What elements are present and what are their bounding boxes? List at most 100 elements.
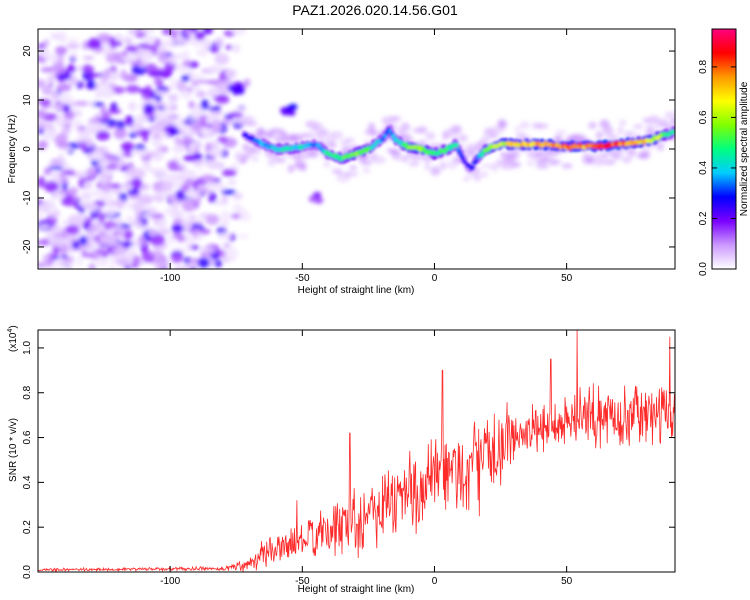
noise-blob [176,80,187,92]
noise-blob [86,101,96,107]
noise-blob [137,43,151,49]
noise-blob [181,50,190,60]
noise-blob [206,79,220,85]
noise-blob [68,38,79,44]
noise-blob [38,79,46,89]
noise-blob [202,38,212,51]
noise-blob [223,243,230,248]
noise-blob [38,209,44,218]
haze-blob [289,133,304,143]
noise-blob [150,122,165,133]
noise-blob [154,90,168,96]
haze-blob [412,152,424,161]
noise-blob [207,248,217,254]
snr-x-label: Height of straight line (km) [298,584,415,595]
noise-blob [81,202,95,209]
snr-series-line [38,330,675,572]
noise-blob [39,122,55,131]
haze-blob [372,156,386,164]
noise-blob [38,140,48,151]
snr-x-axis: -100 -50 0 50 [160,330,573,587]
haze-blob [300,161,307,172]
noise-blob [68,76,79,86]
noise-blob [40,201,55,208]
noise-blob [86,79,97,90]
noise-blob [237,233,249,239]
haze-blob [520,121,530,130]
noise-blob [71,240,80,250]
noise-blob [138,194,154,205]
haze-blob [554,130,567,136]
noise-blob [202,29,213,35]
noise-blob [57,154,65,162]
noise-blob [65,224,81,236]
noise-blob [116,257,129,267]
noise-blob [157,46,167,53]
haze-blob [526,159,535,167]
haze-blob [647,115,661,125]
noise-blob [38,109,47,119]
noise-blob [125,215,135,223]
noise-blob [43,39,50,46]
noise-blob [203,129,211,138]
snr-y-label: SNR (10 * v/v) [8,418,19,482]
noise-blob [208,106,222,112]
x-tick-label: 50 [561,273,573,284]
noise-blob [62,169,75,175]
noise-blob [90,151,106,161]
noise-blob [182,199,196,212]
noise-blob [107,234,124,239]
noise-blob [132,242,139,247]
y-tick-label: 1.0 [22,341,33,355]
noise-blob [232,192,243,200]
haze-blob [554,135,563,141]
haze-blob [360,160,373,166]
noise-blob [131,177,143,190]
noise-blob [213,259,223,268]
noise-blob [63,194,76,201]
haze-blob [537,149,551,158]
y-tick-label: 0.2 [22,520,33,534]
spectrogram-image [38,29,675,269]
haze-blob [595,131,604,140]
haze-blob [480,171,489,178]
noise-blob [223,247,239,259]
noise-blob [83,180,94,191]
noise-blob [47,165,64,171]
haze-blob [294,151,309,161]
haze-blob [390,149,402,158]
noise-blob [104,208,117,217]
noise-blob [38,224,51,229]
haze-blob [408,161,420,167]
colorbar-tick-label: 0.0 [698,262,709,276]
haze-blob [664,111,675,120]
haze-blob [250,145,262,154]
noise-blob [61,127,72,134]
noise-blob [174,136,182,145]
noise-blob [95,130,111,141]
noise-blob [54,224,62,234]
noise-blob [187,238,198,244]
noise-blob [69,53,77,59]
noise-blob [55,54,65,65]
noise-blob [132,201,144,212]
noise-blob [79,235,88,246]
noise-blob [131,149,148,155]
noise-blob [82,55,95,61]
haze-blob [349,165,358,170]
noise-blob [123,73,138,83]
noise-blob [171,253,184,264]
noise-blob [243,78,251,87]
noise-blob [221,168,237,177]
noise-blob [219,210,231,222]
haze-blob [318,128,329,136]
noise-blob [160,39,174,48]
noise-blob [225,44,233,51]
noise-blob [41,85,53,96]
noise-blob [115,40,123,47]
haze-blob [639,150,651,159]
noise-blob [73,122,80,130]
haze-blob [588,122,597,129]
haze-blob [425,131,436,141]
